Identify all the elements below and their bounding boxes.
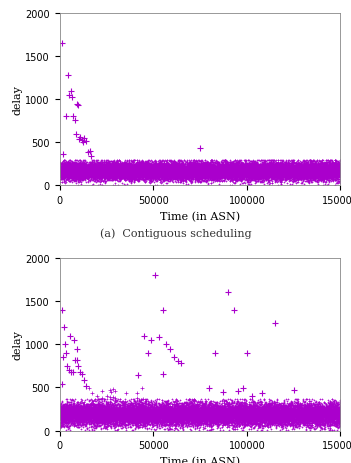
X-axis label: Time (in ASN): Time (in ASN) — [160, 211, 240, 222]
Y-axis label: delay: delay — [13, 85, 22, 115]
Text: (a)  Contiguous scheduling: (a) Contiguous scheduling — [100, 228, 251, 238]
Y-axis label: delay: delay — [13, 330, 22, 359]
X-axis label: Time (in ASN): Time (in ASN) — [160, 456, 240, 463]
